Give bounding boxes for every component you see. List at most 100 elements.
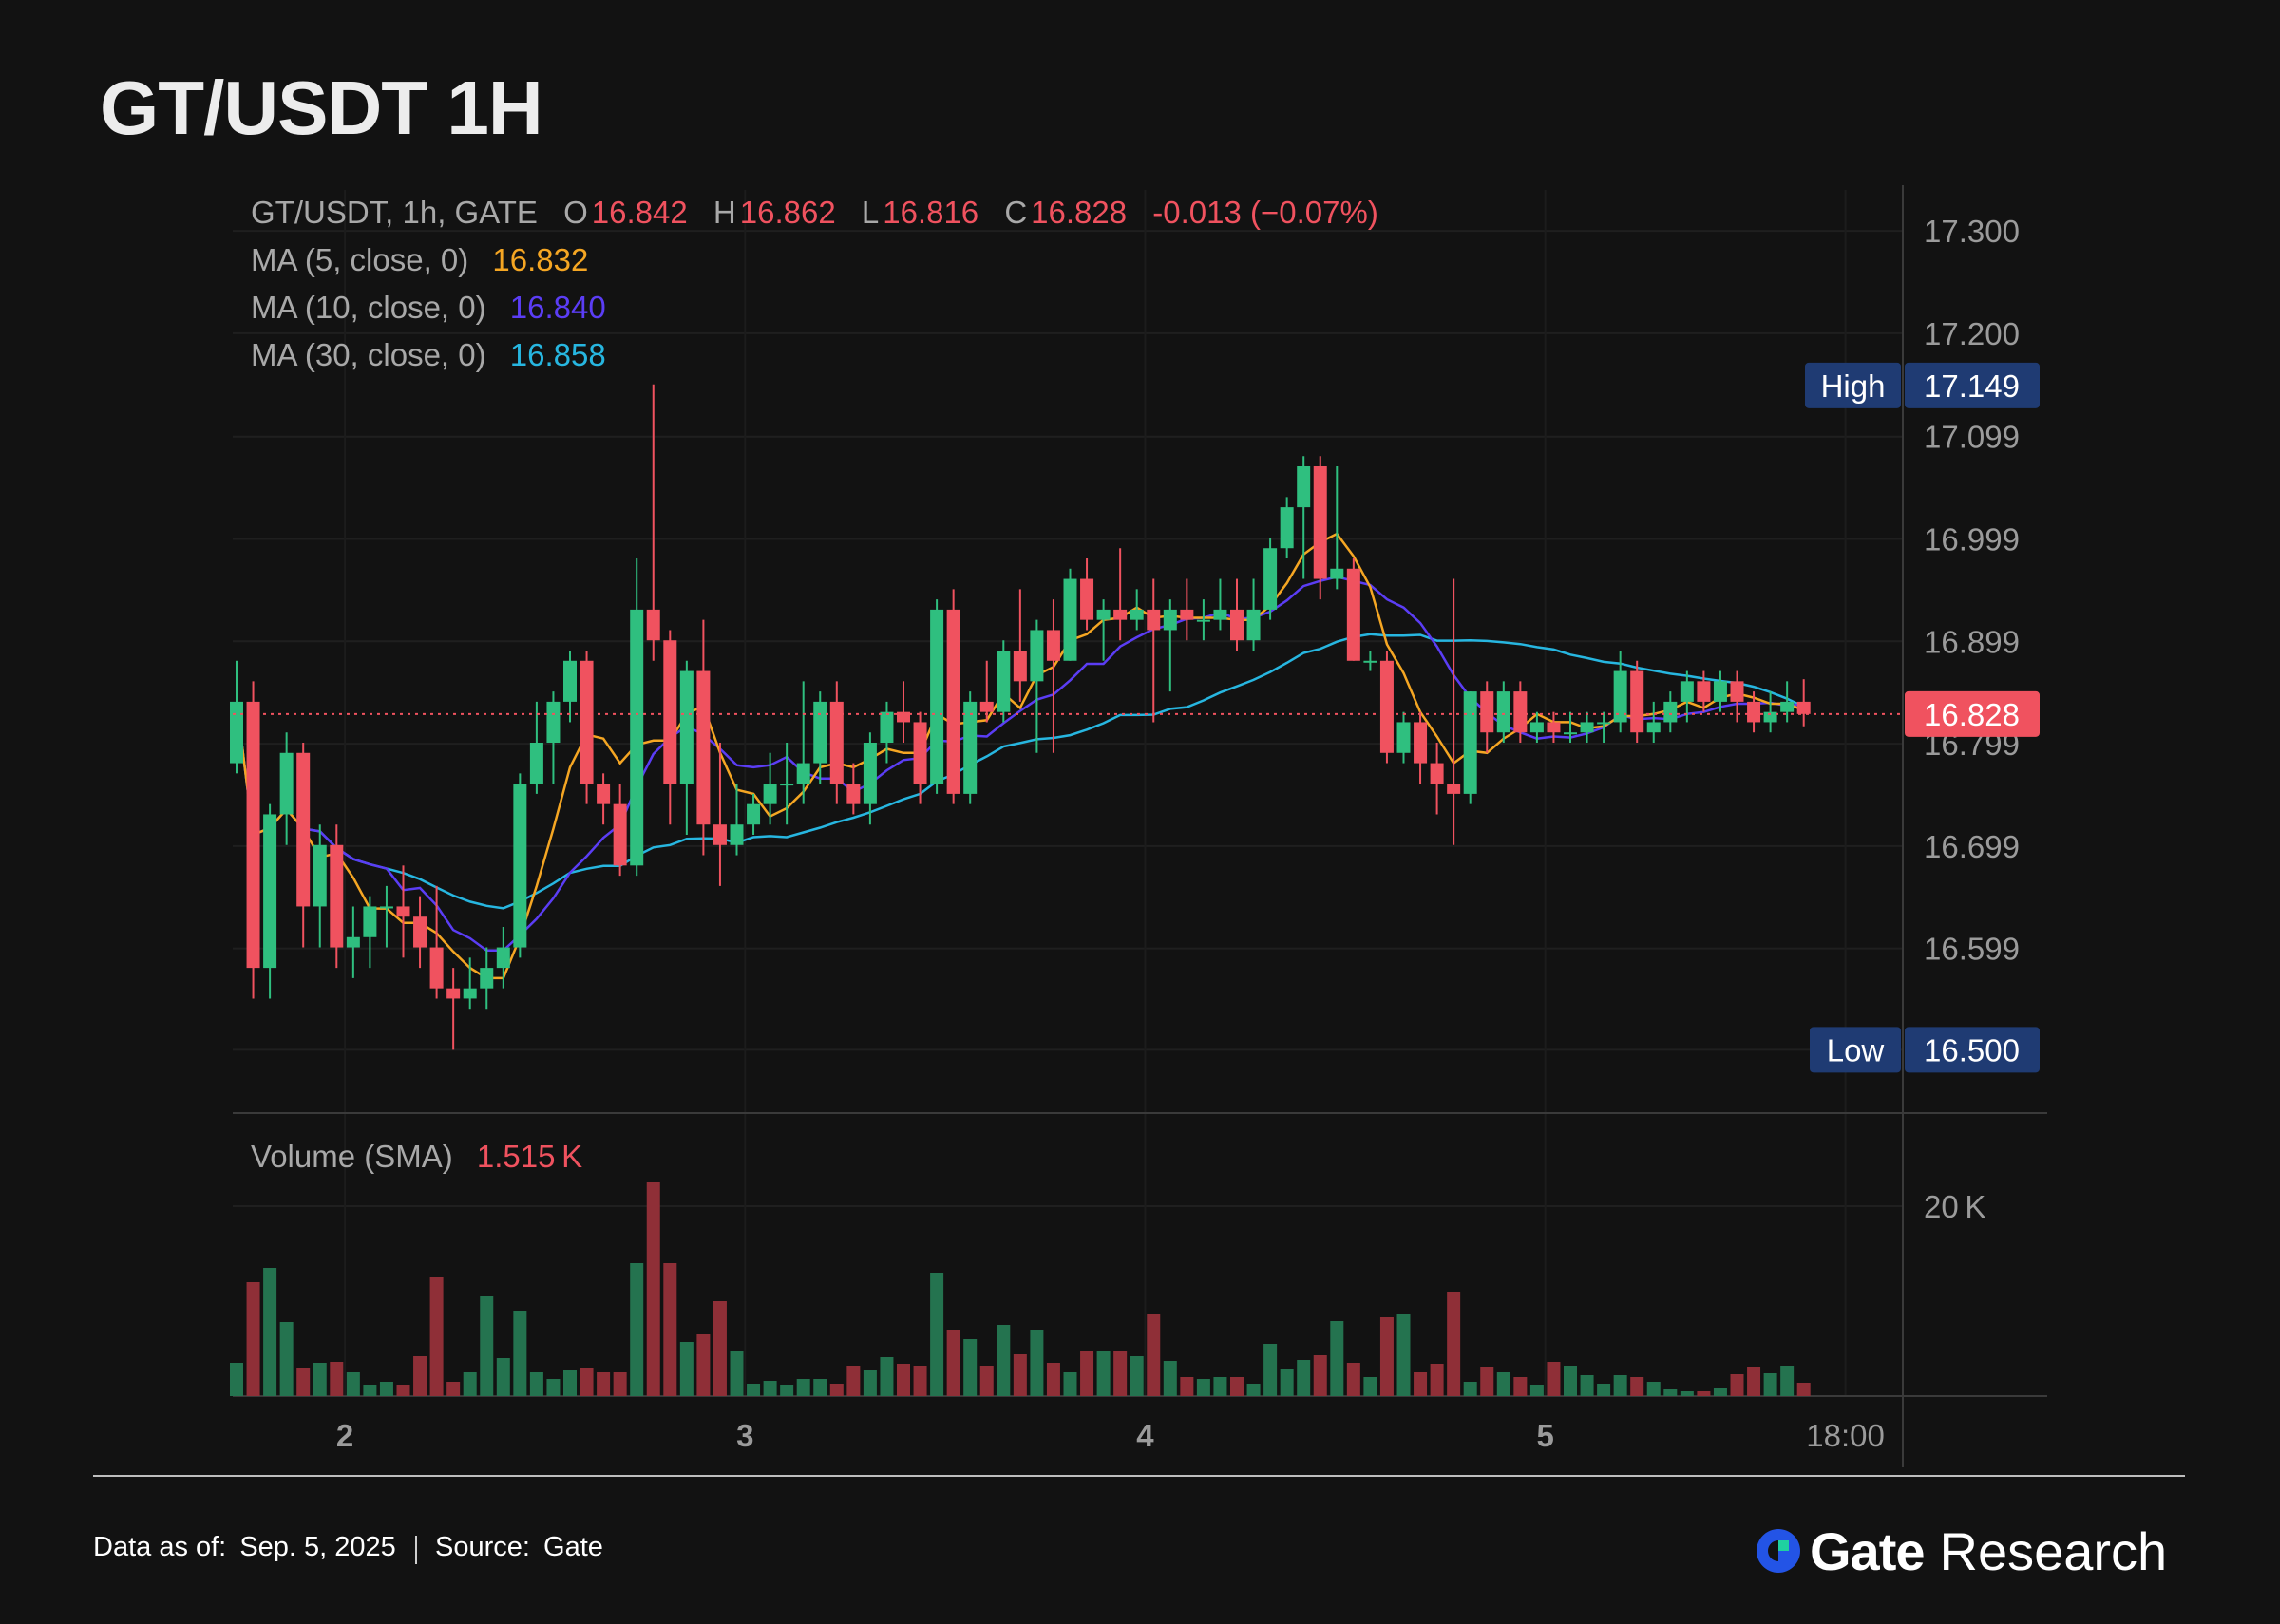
volume-tick-label: 20 K [1924,1189,1986,1224]
price-tick-label: 16.999 [1924,522,2020,557]
candle-body [1547,722,1561,733]
time-tick-label: 4 [1136,1418,1154,1453]
candle [1230,578,1244,651]
candle-body [1196,619,1210,622]
footer-date: Data as of: Sep. 5, 2025 [93,1532,396,1563]
brand-name: Gate [1810,1520,1925,1581]
candle-body [513,784,527,948]
volume-bar [1564,1366,1577,1396]
candle-body [296,752,311,907]
candle [263,803,277,999]
volume-bar [1713,1388,1727,1396]
candle-body [679,670,694,784]
candle [546,691,560,784]
ma10-legend: MA (10, close, 0) 16.840 [251,290,610,326]
candle-body [747,803,761,825]
candle [1396,711,1411,764]
candle [679,660,694,835]
candle-body [1080,578,1094,620]
volume-bar [630,1263,644,1396]
price-tick-label: 16.599 [1924,932,2020,967]
candle-body [1379,660,1394,753]
volume-bar [1646,1382,1661,1396]
data-as-of-value: Sep. 5, 2025 [239,1532,396,1562]
volume-bar [396,1385,410,1396]
volume-bar [1396,1314,1411,1396]
candle [1096,599,1111,661]
candle-body [1130,609,1144,620]
candle-body [1496,691,1510,733]
candle-body [1697,681,1711,702]
candle [979,660,994,723]
volume-bar [679,1342,694,1396]
price-tick-label: 17.300 [1924,214,2020,249]
candle-body [930,609,944,784]
volume-bar [513,1311,527,1396]
candle-body [1730,681,1744,702]
candle-body [597,784,611,804]
candle-body [279,752,294,815]
candle [747,793,761,835]
candle [1330,466,1344,590]
candle [1147,578,1161,723]
volume-bar [230,1363,243,1396]
candle-body [1163,609,1177,631]
volume-bar [1246,1384,1261,1396]
volume-bar [763,1381,777,1396]
candle-body [1513,691,1528,733]
ma5-line [235,532,1805,980]
volume-bar [1463,1382,1477,1396]
candle [1264,538,1278,620]
source-value: Gate [543,1532,603,1562]
high-value: 17.149 [1924,368,2020,404]
candle-body [829,701,844,784]
volume-bar [496,1358,510,1396]
ma30-line [235,633,1805,910]
volume-bar [296,1368,311,1396]
ma10-value: 16.840 [509,290,606,325]
volume-bar [829,1384,844,1396]
candle [230,660,243,774]
candle [780,743,794,825]
volume-bar [1163,1361,1177,1396]
candle [1763,691,1777,733]
candle [480,947,494,1010]
candle-body [1480,691,1494,733]
candles [230,384,1811,1050]
time-tick-label: 18:00 [1806,1418,1885,1453]
candle [496,927,510,989]
candle [1379,651,1394,764]
volume-bar [246,1282,260,1396]
footer-source: Source: Gate [435,1532,603,1563]
volume-bar [1130,1356,1144,1396]
candle-body [1363,660,1378,663]
volume-bar [330,1362,344,1396]
candle [1046,599,1060,753]
candle [1163,599,1177,692]
volume-bar [597,1372,611,1396]
price-axis: 17.30017.20017.09916.99916.89916.79916.6… [1805,214,2040,1224]
candle [1447,578,1461,845]
volume-bar [1513,1377,1528,1396]
candle [913,711,927,804]
candle [1030,619,1044,753]
high-label: High [1821,368,1886,404]
candle-body [696,670,711,825]
volume-legend: Volume (SMA) 1.515 K [251,1139,586,1175]
candle [1430,743,1444,815]
volume-bar [796,1379,810,1396]
volume-bar [1663,1389,1678,1396]
candle [763,752,777,825]
volume-bar [946,1330,960,1396]
ma5-label: MA (5, close, 0) [251,242,469,277]
candle-body [480,968,494,989]
candle [563,651,577,723]
price-tick-label: 17.099 [1924,420,2020,455]
legend-high-value: 16.862 [739,195,836,230]
last-price-value-badge [1905,690,2040,737]
volume-bar [1264,1344,1278,1396]
volume-bar [846,1366,861,1396]
candle-body [880,711,894,743]
volume-bars [230,1182,1811,1396]
